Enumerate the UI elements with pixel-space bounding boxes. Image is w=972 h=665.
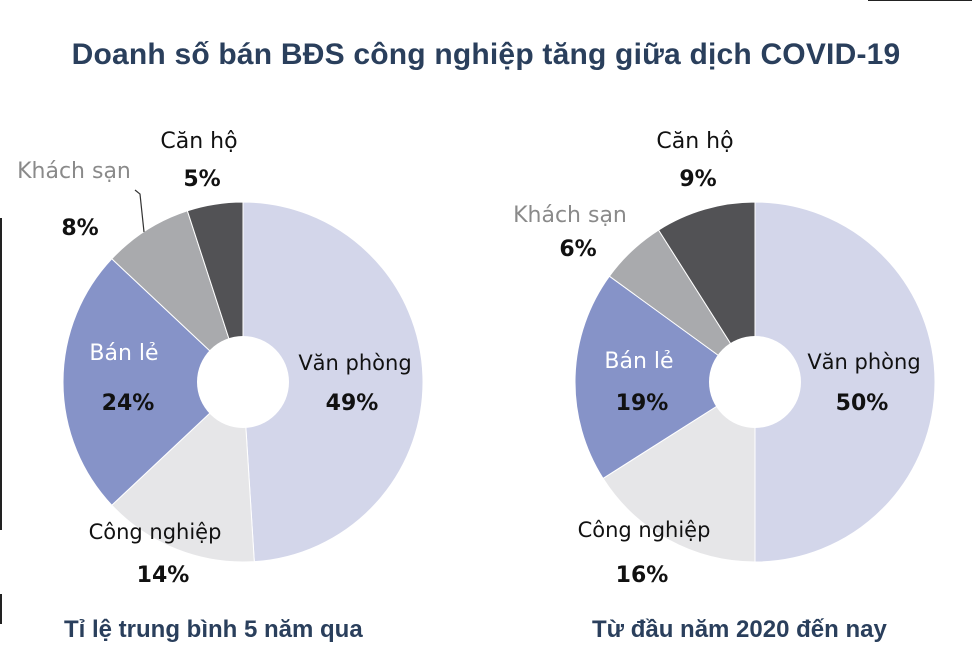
pie-slice-ban-le <box>62 258 244 506</box>
pie-slice-cong-nghiep <box>111 380 255 563</box>
pie-slice-khach-san <box>111 210 244 383</box>
slice-label-can-ho: Căn hộ <box>160 129 237 154</box>
chart-right-title: Từ đầu năm 2020 đến nay <box>592 616 887 643</box>
top-right-line <box>868 0 972 1</box>
slice-value-van-phong: 49% <box>326 391 379 416</box>
slice-label-khach-san: Khách sạn <box>513 203 627 228</box>
slice-label-ban-le: Bán lẻ <box>604 349 673 374</box>
slice-value-cong-nghiep: 16% <box>616 563 669 588</box>
slice-value-can-ho: 5% <box>183 167 220 192</box>
slice-label-van-phong: Văn phòng <box>807 350 920 374</box>
slice-value-van-phong: 50% <box>836 391 889 416</box>
pie-chart-since-2020: Văn phòng 50% Công nghiệp 16% Bán lẻ 19% Khách… <box>486 120 972 590</box>
page-title: Doanh số bán BĐS công nghiệp tăng giữa d… <box>71 38 901 71</box>
slice-label-can-ho: Căn hộ <box>656 129 733 154</box>
pie-chart-5-year-average: Văn phòng 49% Công nghiệp 14% Bán lẻ 24% Khách… <box>0 120 486 590</box>
slice-value-khach-san: 8% <box>61 216 98 241</box>
pie-slice-can-ho <box>186 201 244 383</box>
pie-slice-van-phong <box>242 201 424 563</box>
pie-slice-can-ho <box>657 201 756 384</box>
slice-value-ban-le: 19% <box>616 391 669 416</box>
leader-line-khach-san <box>134 189 145 233</box>
slice-value-can-ho: 9% <box>679 167 716 192</box>
pie-chart-svg-left: Văn phòng 49% Công nghiệp 14% Bán lẻ 24% Khách… <box>17 129 424 588</box>
left-edge-tick <box>0 594 2 624</box>
pie-slice-van-phong <box>754 201 936 563</box>
slice-value-cong-nghiep: 14% <box>137 563 190 588</box>
slice-label-van-phong: Văn phòng <box>298 351 411 375</box>
left-edge-line <box>0 218 2 530</box>
donut-hole <box>197 336 289 428</box>
slice-label-cong-nghiep: Công nghiệp <box>89 520 222 544</box>
slice-label-khach-san: Khách sạn <box>17 159 131 184</box>
slice-value-ban-le: 24% <box>102 391 155 416</box>
pie-chart-svg-right: Văn phòng 50% Công nghiệp 16% Bán lẻ 19% Khách… <box>513 129 936 588</box>
slice-value-khach-san: 6% <box>559 237 596 262</box>
chart-left-title: Tỉ lệ trung bình 5 năm qua <box>64 616 363 643</box>
pie-slice-cong-nghiep <box>602 381 756 563</box>
pie-slice-ban-le <box>574 275 756 480</box>
donut-hole <box>709 336 801 428</box>
slice-label-cong-nghiep: Công nghiệp <box>578 518 711 542</box>
slice-label-ban-le: Bán lẻ <box>89 341 158 366</box>
